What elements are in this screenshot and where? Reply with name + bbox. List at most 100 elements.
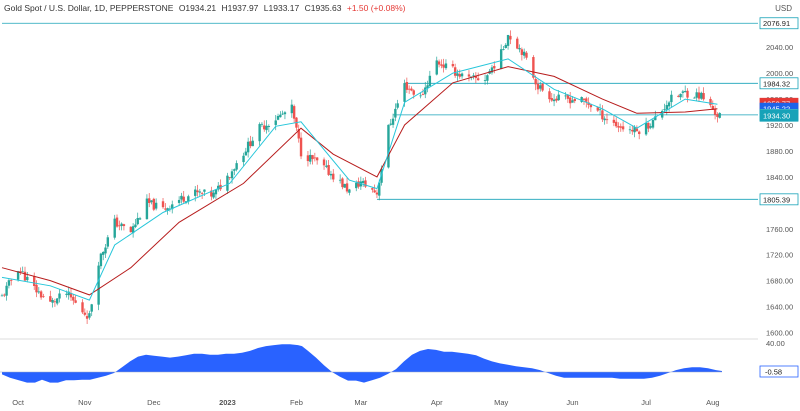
- candle: [97, 261, 100, 311]
- candle: [242, 152, 245, 167]
- indicator-tick: 40.00: [766, 339, 785, 348]
- candle-body: [700, 92, 703, 99]
- candle-body: [541, 84, 544, 91]
- candle: [476, 72, 480, 81]
- candle: [548, 88, 551, 103]
- candle: [228, 177, 231, 181]
- candle-body: [709, 98, 712, 106]
- candle: [283, 111, 287, 120]
- candle-body: [332, 173, 335, 180]
- candle: [391, 113, 395, 128]
- candle: [217, 182, 220, 192]
- candle: [504, 43, 507, 49]
- candle: [152, 197, 156, 212]
- candle: [313, 152, 317, 162]
- candle: [573, 98, 576, 104]
- candle: [292, 104, 296, 124]
- candle-body: [619, 126, 622, 128]
- candle-body: [122, 224, 126, 227]
- candle-body: [670, 94, 673, 103]
- candle-body: [67, 291, 70, 296]
- candle: [453, 63, 457, 78]
- open-value: O1934.21: [178, 3, 217, 13]
- candle: [440, 59, 443, 69]
- candle-body: [405, 82, 409, 90]
- price-tag: 1805.39: [759, 193, 799, 206]
- candle: [536, 79, 540, 95]
- candle-body: [10, 279, 13, 281]
- candle: [171, 200, 174, 214]
- candle: [39, 290, 43, 300]
- price-tag-label: 2076.91: [763, 19, 790, 28]
- candle: [81, 299, 84, 314]
- price-tag-box: [759, 17, 799, 30]
- candle-body: [621, 126, 625, 130]
- candle: [493, 61, 496, 74]
- candle-body: [504, 44, 507, 48]
- candle: [214, 189, 218, 199]
- candle-body: [56, 298, 59, 304]
- candle-body: [148, 198, 151, 203]
- candle-body: [522, 51, 526, 56]
- candle: [322, 157, 326, 170]
- candle: [49, 290, 52, 302]
- candle-body: [458, 74, 461, 77]
- candle: [683, 85, 687, 93]
- candle: [654, 110, 657, 121]
- candle: [21, 266, 24, 273]
- candle: [83, 308, 87, 317]
- candle: [10, 278, 13, 286]
- currency-label: USD: [775, 4, 792, 13]
- candle-body: [194, 189, 197, 196]
- candle: [136, 212, 139, 226]
- candle: [3, 293, 6, 298]
- candle: [297, 124, 300, 143]
- candle-body: [35, 284, 38, 293]
- candle-body: [419, 95, 422, 97]
- candle: [437, 59, 441, 68]
- candle-body: [442, 64, 445, 68]
- close-value: C1935.63: [304, 3, 342, 13]
- candle-body: [69, 292, 73, 298]
- candle: [72, 294, 75, 305]
- time-axis: Oct Nov Dec 2023 Feb Mar Apr May Jun Jul Aug: [12, 398, 719, 407]
- candle-body: [118, 225, 121, 227]
- candle: [713, 105, 717, 120]
- candle: [557, 90, 560, 101]
- candle-body: [651, 119, 655, 128]
- candle-body: [49, 296, 52, 302]
- candle-body: [99, 253, 103, 267]
- candle: [306, 150, 310, 167]
- candle: [85, 310, 89, 325]
- candle-body: [667, 102, 671, 107]
- candle-body: [325, 165, 328, 167]
- candle-body: [444, 63, 448, 69]
- price-tick: 1920.00: [766, 121, 793, 130]
- candle-body: [329, 173, 333, 176]
- candle-body: [276, 115, 280, 120]
- candle: [74, 294, 77, 304]
- slow-moving-average: [1, 66, 718, 296]
- candle-body: [228, 177, 231, 179]
- candle: [0, 293, 4, 297]
- candle: [69, 288, 73, 301]
- candle-body: [74, 300, 77, 303]
- candle-body: [598, 109, 602, 111]
- candle-body: [23, 271, 27, 281]
- candle-body: [177, 199, 181, 203]
- fast-moving-average: [1, 58, 718, 301]
- candle-body: [371, 188, 374, 190]
- candle-body: [665, 105, 668, 110]
- candle-body: [258, 124, 261, 142]
- time-tick: Dec: [147, 398, 161, 407]
- candle-body: [7, 280, 11, 286]
- candle: [601, 105, 604, 123]
- candle-body: [679, 93, 682, 98]
- candle-body: [166, 208, 169, 211]
- candle-body: [322, 159, 326, 166]
- price-tick: 1880.00: [766, 147, 793, 156]
- candle-body: [412, 90, 415, 95]
- candle-body: [564, 95, 567, 97]
- symbol-title[interactable]: Gold Spot / U.S. Dollar, 1D, PEPPERSTONE: [4, 3, 174, 13]
